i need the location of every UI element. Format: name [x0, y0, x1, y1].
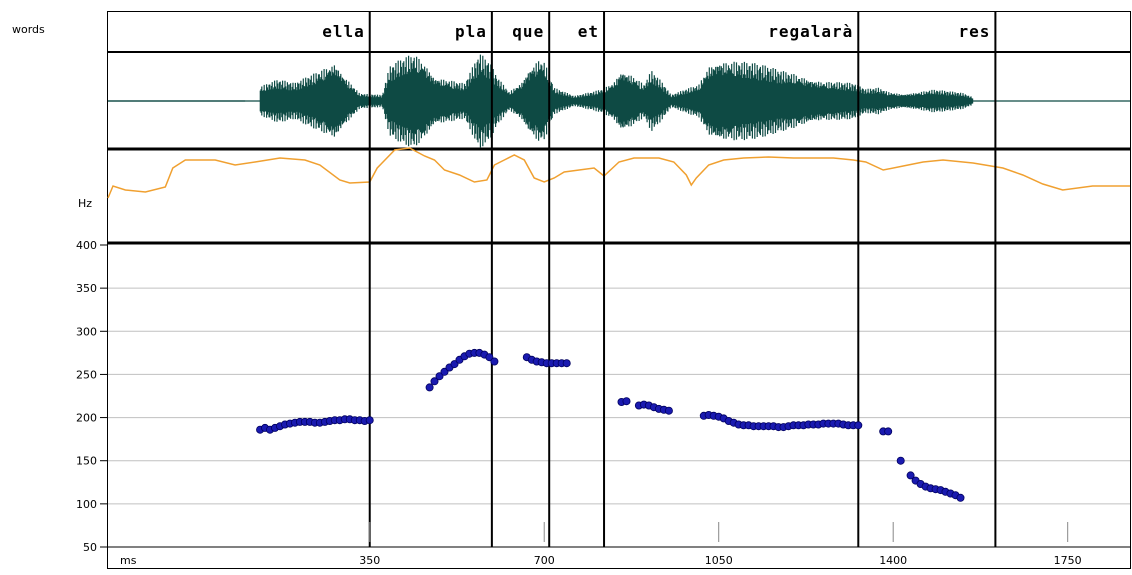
word-label: ella [322, 22, 365, 41]
y-tick-label: 200 [76, 412, 97, 425]
word-label: res [958, 22, 990, 41]
pitch-point [562, 359, 571, 368]
pitch-point [490, 357, 499, 366]
hz-label: Hz [78, 197, 92, 210]
pitch-point [485, 353, 494, 362]
x-tick-label: 1750 [1054, 554, 1082, 567]
word-label: pla [455, 22, 487, 41]
waveform [108, 54, 1130, 148]
y-tick-label: 300 [76, 325, 97, 338]
word-label: que [512, 22, 544, 41]
grid-layer [108, 287, 1130, 505]
pitch-point [435, 372, 444, 381]
word-label: regalarà [768, 22, 853, 41]
y-tick-label: 250 [76, 368, 97, 381]
x-tick-label: 350 [359, 554, 380, 567]
ms-label: ms [120, 554, 137, 567]
chart-frame [107, 11, 1131, 569]
pitch-point [884, 427, 893, 436]
word-tier: ella pla que et regalarà res [322, 22, 990, 41]
pitch-point [425, 383, 434, 392]
y-tick-label: 150 [76, 455, 97, 468]
pitch-point [664, 406, 673, 415]
pitch-point [896, 456, 905, 465]
pitch-point [440, 367, 449, 376]
pitch-point [365, 416, 374, 425]
x-axis: 350 700 1050 1400 1750 [359, 522, 1082, 567]
y-tick-label: 400 [76, 239, 97, 252]
waveform-trace [108, 54, 974, 148]
pitch-point [430, 377, 439, 386]
pitch-point [622, 397, 631, 406]
word-boundaries [368, 12, 997, 547]
pitch-point [906, 471, 915, 480]
y-tick-label: 350 [76, 282, 97, 295]
x-tick-label: 1050 [705, 554, 733, 567]
tier-label: words [12, 23, 45, 36]
word-label: et [578, 22, 599, 41]
pitch-point [854, 421, 863, 430]
y-axis: 400 350 300 250 200 150 100 50 [76, 239, 107, 554]
y-tick-label: 50 [83, 541, 97, 554]
pitch-point [450, 360, 459, 369]
x-tick-label: 700 [534, 554, 555, 567]
pitch-series [256, 348, 965, 502]
pitch-point [956, 493, 965, 502]
y-tick-label: 100 [76, 498, 97, 511]
x-tick-label: 1400 [879, 554, 907, 567]
